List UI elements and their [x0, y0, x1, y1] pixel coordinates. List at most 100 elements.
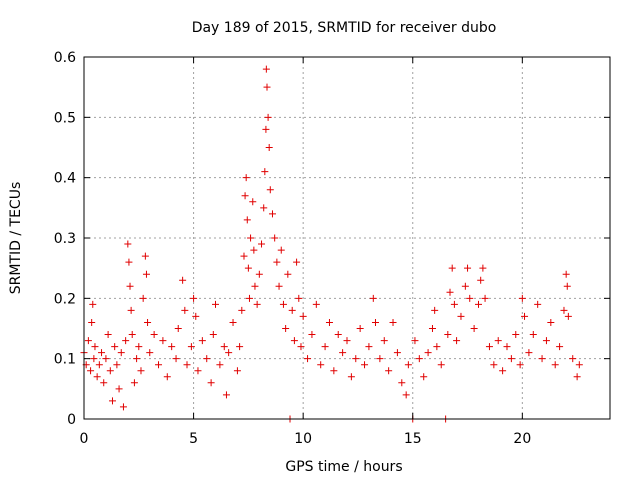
data-point: [402, 391, 410, 399]
data-point: [229, 318, 237, 326]
data-point: [240, 252, 248, 260]
data-point: [380, 337, 388, 345]
data-point: [172, 355, 180, 363]
data-point: [521, 312, 529, 320]
data-point: [453, 337, 461, 345]
data-point: [299, 312, 307, 320]
data-point: [369, 294, 377, 302]
y-tick-label: 0.6: [54, 50, 76, 66]
data-point: [190, 294, 198, 302]
data-point: [146, 349, 154, 357]
data-point: [575, 361, 583, 369]
data-point: [247, 234, 255, 242]
data-point: [181, 306, 189, 314]
data-point: [365, 343, 373, 351]
data-point: [475, 300, 482, 308]
data-point: [220, 343, 228, 351]
data-point: [494, 337, 502, 345]
data-point: [127, 306, 135, 314]
data-point: [212, 300, 219, 308]
data-point: [356, 325, 364, 332]
data-point: [361, 361, 369, 369]
data-point: [428, 325, 436, 332]
data-point: [243, 216, 251, 224]
ticks-layer: 0 0.1 0.2 0.3 0.4 0.5 0.6 0 5 10 15 20: [54, 50, 610, 447]
data-point: [98, 349, 106, 357]
data-point: [102, 355, 110, 363]
data-point: [562, 270, 570, 278]
data-point: [297, 343, 305, 351]
data-point: [518, 294, 526, 302]
data-point: [192, 312, 200, 320]
data-point: [144, 318, 152, 326]
data-point: [308, 331, 316, 339]
data-point: [261, 168, 269, 176]
data-point: [347, 373, 355, 381]
data-point: [159, 337, 167, 345]
data-point: [90, 355, 98, 363]
data-point: [203, 355, 211, 363]
data-point: [507, 355, 515, 363]
data-point: [91, 343, 99, 351]
data-point: [209, 331, 217, 339]
data-point: [334, 331, 342, 339]
data-point: [255, 270, 263, 278]
data-point: [551, 361, 559, 369]
data-point: [119, 403, 127, 411]
data-point: [317, 361, 325, 369]
data-point: [268, 210, 276, 218]
points-layer: [80, 65, 583, 423]
data-point: [352, 355, 360, 363]
data-point: [273, 258, 281, 266]
data-point: [179, 276, 187, 284]
data-point: [106, 367, 114, 375]
data-point: [490, 361, 498, 369]
data-point: [233, 367, 241, 375]
data-point: [564, 312, 572, 320]
data-point: [538, 355, 546, 363]
x-axis-label: GPS time / hours: [285, 459, 402, 475]
data-point: [122, 337, 130, 345]
data-point: [461, 282, 469, 290]
plot-frame: [83, 56, 611, 420]
data-point: [284, 270, 292, 278]
data-point: [216, 361, 224, 369]
data-point: [446, 288, 454, 296]
data-point: [560, 306, 568, 314]
data-point: [253, 300, 261, 308]
data-point: [304, 355, 312, 363]
data-point: [155, 361, 163, 369]
y-tick-label: 0.3: [54, 231, 76, 247]
data-point: [277, 246, 285, 254]
data-point: [251, 282, 259, 290]
data-point: [130, 379, 138, 387]
data-point: [265, 144, 273, 151]
data-point: [128, 331, 136, 339]
data-point: [163, 373, 171, 381]
x-tick-label: 10: [294, 431, 312, 447]
data-point: [275, 282, 283, 290]
data-point: [457, 312, 465, 320]
data-point: [481, 294, 489, 302]
data-point: [424, 349, 432, 357]
data-point: [529, 331, 537, 339]
data-point: [371, 318, 379, 326]
data-point: [398, 379, 406, 387]
data-point: [466, 294, 474, 302]
data-point: [150, 331, 158, 339]
data-point: [503, 343, 511, 351]
x-tick-label: 5: [189, 431, 198, 447]
data-point: [250, 246, 258, 254]
data-point: [111, 343, 119, 351]
data-point: [89, 300, 97, 308]
data-point: [404, 361, 412, 369]
x-tick-label: 20: [513, 431, 531, 447]
y-tick-label: 0.5: [54, 110, 76, 126]
data-point: [563, 282, 571, 290]
data-point: [339, 349, 347, 357]
data-point: [512, 331, 520, 339]
data-point: [88, 318, 96, 326]
data-point: [411, 337, 419, 345]
data-point: [385, 367, 393, 375]
